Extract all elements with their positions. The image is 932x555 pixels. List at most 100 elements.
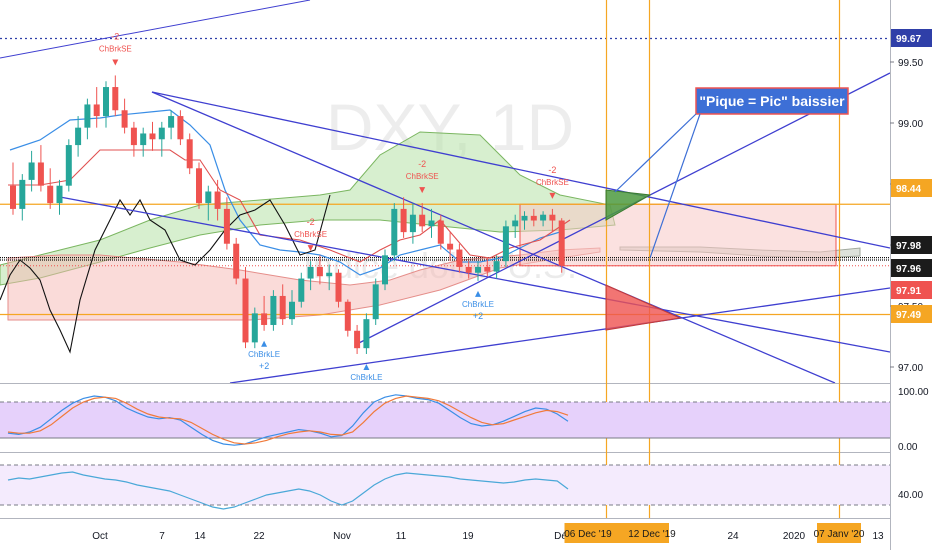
callout: "Pique = Pic" baissier	[614, 87, 849, 259]
date-label	[564, 523, 628, 543]
bull-pennant	[605, 189, 652, 221]
price-tick-label: 99.00	[898, 119, 923, 130]
price-label-text: 97.98	[896, 241, 921, 252]
date-label-text: 12 Dec '19	[628, 529, 676, 540]
callout-box	[695, 87, 849, 115]
candle-body	[382, 255, 388, 285]
signal-label: ChBrkSE	[406, 172, 439, 181]
signal-label: ChBrkSE	[294, 230, 327, 239]
time-tick-label: 19	[462, 531, 474, 542]
candle-body	[456, 249, 463, 267]
candle-body	[344, 301, 351, 331]
candle-body	[335, 272, 342, 302]
candle-body	[279, 295, 286, 320]
candle-body	[354, 330, 361, 349]
date-label	[817, 523, 861, 543]
signal-arrow-down	[549, 192, 556, 199]
candle-body	[112, 87, 119, 111]
price-label-text: 97.49	[896, 310, 921, 321]
rsi-band	[0, 465, 890, 505]
callout-text: "Pique = Pic" baissier	[699, 93, 845, 109]
time-tick-label: 11	[396, 531, 407, 542]
time-tick-label: 13	[872, 531, 884, 542]
signal-arrow-up	[475, 290, 481, 297]
candle-body	[289, 301, 295, 320]
signal-arrow-down	[112, 59, 119, 66]
candle-body	[409, 214, 416, 233]
signal-value: -2	[111, 31, 119, 41]
candle-body	[391, 208, 398, 256]
candle-body	[447, 243, 454, 250]
candle-body	[140, 133, 147, 146]
candle-body	[521, 215, 528, 221]
signal-label: ChBrkLE	[248, 350, 280, 359]
candle-body	[437, 220, 444, 244]
candle-body	[242, 278, 249, 343]
price-label-text: 98.44	[896, 184, 921, 195]
candle-body	[558, 220, 565, 266]
candle-body	[121, 110, 128, 128]
price-label-text: 99.67	[896, 34, 921, 45]
signal-label: ChBrkLE	[462, 300, 494, 309]
date-label-box	[564, 523, 628, 543]
candle-body	[196, 168, 202, 204]
stoch-tick-label: 0.00	[898, 442, 918, 453]
candle-body	[19, 179, 26, 209]
signal-arrow-up	[261, 340, 268, 347]
time-tick-label: Nov	[333, 531, 351, 542]
candle-body	[261, 313, 268, 325]
trendline-ascending-b	[229, 287, 890, 383]
candle-body	[103, 87, 109, 117]
price-label: 97.98	[891, 236, 932, 254]
stoch-k-line	[7, 394, 569, 446]
trendline-descending-b	[151, 91, 836, 383]
candle-body	[549, 214, 556, 221]
candle-body	[298, 278, 305, 302]
time-tick-label: 14	[194, 531, 206, 542]
price-label-box	[891, 179, 932, 197]
candle-body	[168, 116, 175, 128]
trendline-upper-channel	[0, 0, 311, 59]
candle-body	[37, 162, 44, 186]
signal-label: ChBrkLE	[350, 373, 382, 382]
candle-body	[149, 133, 156, 140]
price-label: 97.96	[891, 259, 932, 277]
price-label: 98.44	[891, 179, 932, 197]
candle-body	[223, 208, 230, 244]
candle-body	[10, 185, 16, 209]
candle-body	[502, 226, 509, 262]
candle-body	[307, 266, 314, 279]
stoch-tick-label: 100.00	[898, 387, 929, 398]
price-label-box	[891, 236, 932, 254]
callout-pointer	[614, 113, 697, 193]
signal-arrow-down	[419, 187, 426, 194]
candle-body	[512, 220, 519, 227]
rsi-tick-label: 40.00	[898, 490, 923, 501]
signal-value: -2	[418, 159, 426, 169]
candle-body	[93, 104, 100, 117]
candle-body	[56, 185, 63, 204]
date-label-box	[817, 523, 861, 543]
signal-value: +2	[259, 361, 269, 371]
candle-body	[484, 266, 491, 272]
date-label-text: 06 Dec '19	[564, 529, 612, 540]
time-tick-label: 7	[159, 531, 165, 542]
price-label: 97.91	[891, 281, 932, 299]
candle-body	[475, 266, 481, 273]
candle-body	[530, 215, 537, 221]
candle-body	[158, 127, 165, 140]
price-label-box	[891, 305, 932, 323]
price-label: 97.49	[891, 305, 932, 323]
kijun-line	[9, 109, 561, 276]
candle-body	[419, 214, 426, 227]
resistance-zone	[519, 203, 837, 267]
candle-body	[28, 162, 35, 180]
candle-body	[363, 319, 370, 349]
time-tick-label: 24	[727, 531, 739, 542]
bear-pennant	[605, 284, 682, 331]
price-tick-label: 97.00	[898, 363, 923, 374]
candle-body	[47, 185, 54, 204]
trendline-descending-c	[59, 196, 890, 353]
candle-body	[84, 104, 91, 128]
